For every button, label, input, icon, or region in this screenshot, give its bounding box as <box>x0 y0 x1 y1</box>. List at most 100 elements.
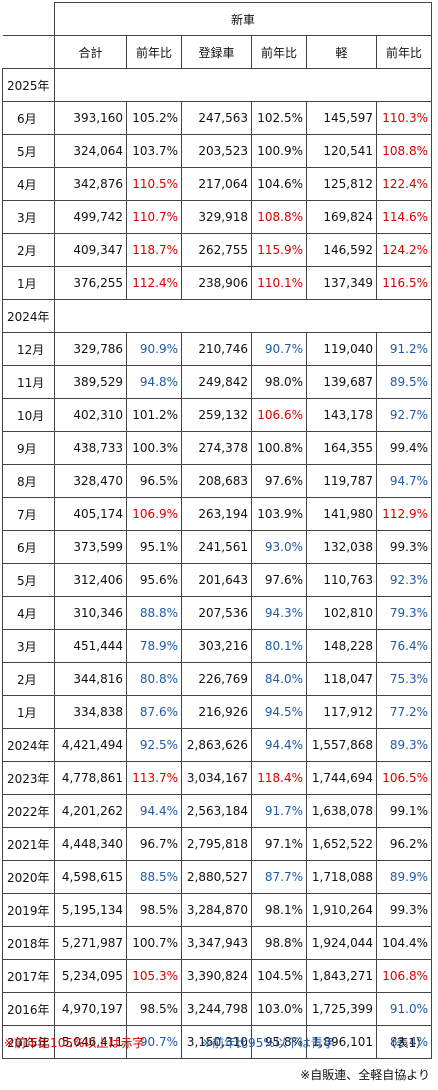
cell-yoy-kei: 116.5% <box>376 266 432 300</box>
section-spacer <box>54 299 432 333</box>
cell-yoy-kei: 89.5% <box>376 365 432 399</box>
cell-yoy-kei: 112.9% <box>376 497 432 531</box>
cell-yoy-total: 98.5% <box>126 992 182 1026</box>
cell-registered: 259,132 <box>181 398 252 432</box>
row-label: 2022年 <box>2 794 55 828</box>
month-row: 12月 329,786 90.9% 210,746 90.7% 119,040 91.2% <box>2 332 432 366</box>
cell-yoy-kei: 106.5% <box>376 761 432 795</box>
cell-kei: 137,349 <box>306 266 377 300</box>
month-row: 7月 405,174 106.9% 263,194 103.9% 141,980 112.9… <box>2 497 432 531</box>
cell-registered: 3,284,870 <box>181 893 252 927</box>
row-label: 3月 <box>2 200 55 234</box>
cell-kei: 117,912 <box>306 695 377 729</box>
cell-kei: 141,980 <box>306 497 377 531</box>
cell-yoy-kei: 91.0% <box>376 992 432 1026</box>
cell-registered: 210,746 <box>181 332 252 366</box>
cell-yoy-registered: 98.0% <box>251 365 307 399</box>
month-row: 3月 499,742 110.7% 329,918 108.8% 169,824 114.6… <box>2 200 432 234</box>
cell-yoy-total: 110.5% <box>126 167 182 201</box>
cell-yoy-kei: 77.2% <box>376 695 432 729</box>
row-label: 2019年 <box>2 893 55 927</box>
cell-yoy-total: 113.7% <box>126 761 182 795</box>
row-label: 1月 <box>2 266 55 300</box>
cell-yoy-kei: 106.8% <box>376 959 432 993</box>
cell-yoy-total: 103.7% <box>126 134 182 168</box>
year-row: 2017年 5,234,095 105.3% 3,390,824 104.5% 1,843… <box>2 959 432 993</box>
month-row: 11月 389,529 94.8% 249,842 98.0% 139,687 89.5% <box>2 365 432 399</box>
cell-total: 329,786 <box>54 332 127 366</box>
header-group-row: 新車 <box>2 2 432 36</box>
cell-kei: 139,687 <box>306 365 377 399</box>
cell-yoy-kei: 99.3% <box>376 893 432 927</box>
cell-registered: 203,523 <box>181 134 252 168</box>
cell-kei: 132,038 <box>306 530 377 564</box>
cell-total: 334,838 <box>54 695 127 729</box>
cell-total: 402,310 <box>54 398 127 432</box>
table-id: （表1） <box>384 1036 428 1050</box>
header-columns-row: 合計 前年比 登録車 前年比 軽 前年比 <box>2 35 432 69</box>
cell-yoy-registered: 97.6% <box>251 563 307 597</box>
cell-yoy-total: 94.4% <box>126 794 182 828</box>
cell-kei: 1,718,088 <box>306 860 377 894</box>
cell-yoy-total: 105.2% <box>126 101 182 135</box>
cell-yoy-registered: 94.3% <box>251 596 307 630</box>
cell-kei: 169,824 <box>306 200 377 234</box>
corner-cell <box>2 2 55 36</box>
cell-total: 4,970,197 <box>54 992 127 1026</box>
cell-kei: 125,812 <box>306 167 377 201</box>
year-row: 2020年 4,598,615 88.5% 2,880,527 87.7% 1,718,0… <box>2 860 432 894</box>
sales-table: 新車 合計 前年比 登録車 前年比 軽 前年比 2025年 6月 393,160 10… <box>2 2 432 1059</box>
cell-total: 5,271,987 <box>54 926 127 960</box>
cell-total: 324,064 <box>54 134 127 168</box>
cell-yoy-total: 87.6% <box>126 695 182 729</box>
row-label: 12月 <box>2 332 55 366</box>
cell-yoy-total: 92.5% <box>126 728 182 762</box>
month-row: 4月 342,876 110.5% 217,064 104.6% 125,812 122.4… <box>2 167 432 201</box>
row-label: 2020年 <box>2 860 55 894</box>
cell-kei: 1,843,271 <box>306 959 377 993</box>
cell-yoy-registered: 80.1% <box>251 629 307 663</box>
month-row: 6月 393,160 105.2% 247,563 102.5% 145,597 110.3… <box>2 101 432 135</box>
cell-yoy-total: 110.7% <box>126 200 182 234</box>
row-label: 7月 <box>2 497 55 531</box>
cell-yoy-kei: 94.7% <box>376 464 432 498</box>
year-row: 2023年 4,778,861 113.7% 3,034,167 118.4% 1,744… <box>2 761 432 795</box>
cell-registered: 3,034,167 <box>181 761 252 795</box>
cell-yoy-registered: 115.9% <box>251 233 307 267</box>
cell-yoy-total: 100.7% <box>126 926 182 960</box>
cell-yoy-registered: 100.9% <box>251 134 307 168</box>
row-label: 4月 <box>2 167 55 201</box>
year-row: 2022年 4,201,262 94.4% 2,563,184 91.7% 1,638,0… <box>2 794 432 828</box>
year-row: 2018年 5,271,987 100.7% 3,347,943 98.8% 1,924,… <box>2 926 432 960</box>
cell-yoy-registered: 98.1% <box>251 893 307 927</box>
cell-yoy-kei: 104.4% <box>376 926 432 960</box>
cell-total: 373,599 <box>54 530 127 564</box>
month-row: 2月 409,347 118.7% 262,755 115.9% 146,592 124.2… <box>2 233 432 267</box>
section-row: 2025年 <box>2 68 432 102</box>
cell-registered: 247,563 <box>181 101 252 135</box>
cell-registered: 2,863,626 <box>181 728 252 762</box>
cell-yoy-registered: 104.5% <box>251 959 307 993</box>
year-row: 2021年 4,448,340 96.7% 2,795,818 97.1% 1,652,5… <box>2 827 432 861</box>
cell-kei: 1,652,522 <box>306 827 377 861</box>
cell-kei: 143,178 <box>306 398 377 432</box>
cell-yoy-registered: 91.7% <box>251 794 307 828</box>
red-note: ※前年比105%以上は赤字 <box>4 1036 145 1050</box>
row-label: 2024年 <box>2 299 55 333</box>
row-label: 5月 <box>2 134 55 168</box>
row-label: 1月 <box>2 695 55 729</box>
cell-yoy-registered: 90.7% <box>251 332 307 366</box>
corner-cell-2 <box>2 35 55 69</box>
cell-kei: 102,810 <box>306 596 377 630</box>
month-row: 4月 310,346 88.8% 207,536 94.3% 102,810 79.3% <box>2 596 432 630</box>
row-label: 2023年 <box>2 761 55 795</box>
cell-yoy-total: 94.8% <box>126 365 182 399</box>
cell-kei: 120,541 <box>306 134 377 168</box>
cell-kei: 164,355 <box>306 431 377 465</box>
cell-yoy-kei: 122.4% <box>376 167 432 201</box>
cell-yoy-total: 118.7% <box>126 233 182 267</box>
cell-yoy-registered: 108.8% <box>251 200 307 234</box>
cell-yoy-registered: 100.8% <box>251 431 307 465</box>
cell-kei: 119,787 <box>306 464 377 498</box>
cell-yoy-registered: 102.5% <box>251 101 307 135</box>
